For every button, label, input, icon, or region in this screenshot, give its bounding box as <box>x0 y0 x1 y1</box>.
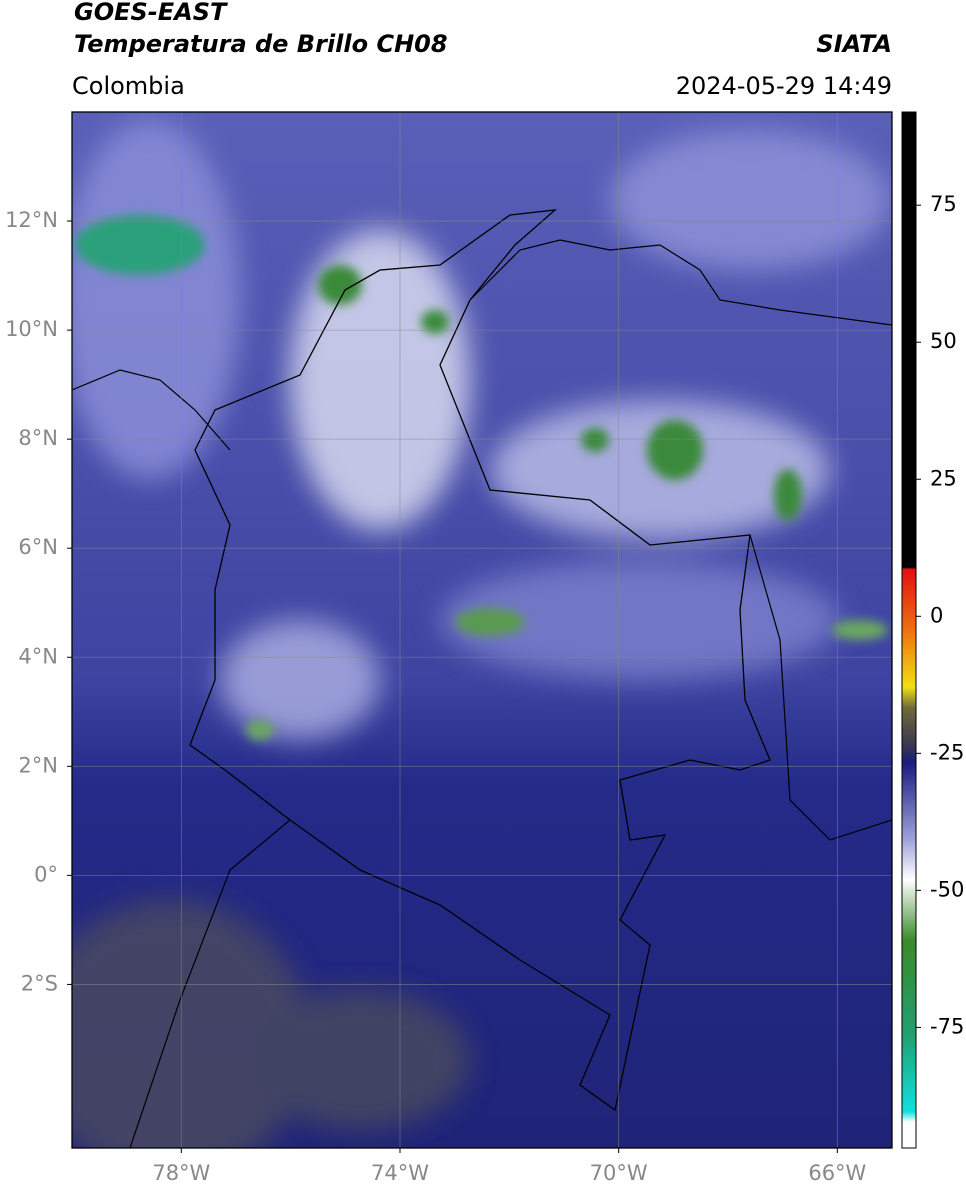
colorbar-tick-label: -50 <box>930 877 964 901</box>
y-tick-label: 10°N <box>5 317 58 341</box>
subtitle: Temperatura de Brillo CH08 <box>74 30 448 58</box>
colorbar-tick-label: 50 <box>930 329 957 353</box>
source: SIATA <box>816 30 892 58</box>
colorbar-tick-label: -25 <box>930 740 964 764</box>
region: Colombia <box>72 72 185 100</box>
x-tick-label: 70°W <box>590 1161 648 1185</box>
satellite-image <box>72 112 892 1148</box>
map-frame <box>71 111 893 1149</box>
grid <box>72 112 892 1148</box>
header: GOES-EAST Temperatura de Brillo CH08 SIA… <box>72 0 892 100</box>
x-tick-label: 74°W <box>371 1161 429 1185</box>
y-tick-label: 0° <box>34 862 58 886</box>
colorbar <box>901 111 917 1149</box>
y-tick-label: 2°S <box>21 971 58 995</box>
y-tick-label: 6°N <box>18 535 58 559</box>
y-tick-label: 2°N <box>18 753 58 777</box>
colorbar-tick-label: 0 <box>930 603 943 627</box>
y-tick-label: 12°N <box>5 208 58 232</box>
title: GOES-EAST <box>74 0 228 26</box>
y-tick-label: 8°N <box>18 426 58 450</box>
x-tick-label: 66°W <box>808 1161 866 1185</box>
colorbar-tick-label: 75 <box>930 192 957 216</box>
x-tick-label: 78°W <box>152 1161 210 1185</box>
colorbar-tick-label: -75 <box>930 1014 964 1038</box>
y-tick-label: 4°N <box>18 644 58 668</box>
datetime: 2024-05-29 14:49 <box>676 72 892 100</box>
colorbar-tick-label: 25 <box>930 466 957 490</box>
